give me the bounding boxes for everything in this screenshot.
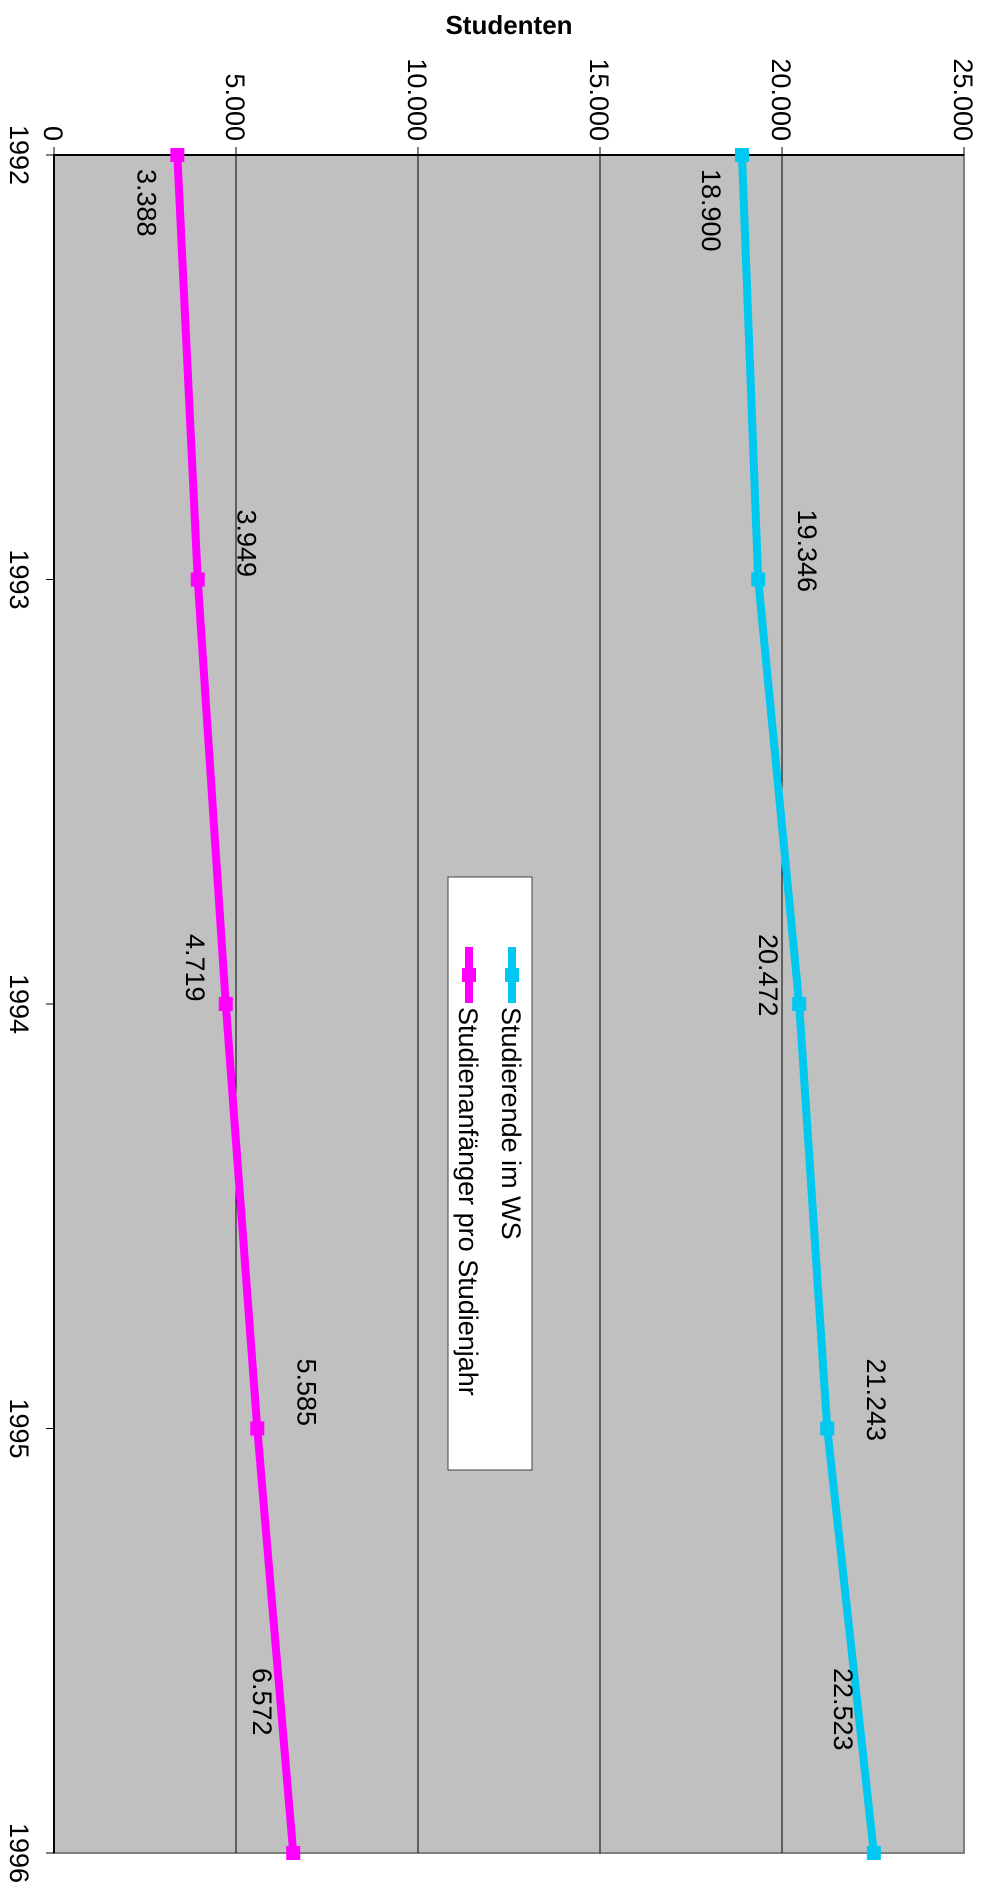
value-tick-label: 0: [38, 126, 68, 141]
value-tick-label: 15.000: [584, 58, 614, 141]
data-label: 22.523: [828, 1668, 858, 1751]
data-point-marker: [792, 997, 807, 1011]
data-point-marker: [190, 572, 205, 587]
value-tick-label: 5.000: [220, 73, 250, 141]
data-labels: 18.900 19.346 20.472 21.243 22.523 3.388 3.949…: [131, 169, 891, 1751]
data-point-marker: [734, 148, 749, 162]
legend-swatch-marker: [505, 968, 519, 982]
gridlines: [235, 155, 783, 1853]
category-tick-label: 1995: [4, 1398, 34, 1458]
value-tick-label: 20.000: [766, 58, 796, 141]
legend-label: Studienanfänger pro Studienjahr: [453, 1007, 483, 1396]
series-group: [170, 148, 881, 1860]
data-label: 3.949: [232, 510, 262, 578]
data-label: 3.388: [131, 169, 161, 237]
value-tick-label: 25.000: [948, 58, 978, 141]
axes: 0 5.000 10.000 15.000 20.000 25.000 1992 1993 19…: [4, 58, 978, 1883]
data-label: 18.900: [696, 169, 726, 252]
data-label: 20.472: [753, 934, 783, 1017]
data-point-marker: [218, 997, 233, 1011]
data-label: 19.346: [792, 510, 822, 593]
data-point-marker: [820, 1421, 835, 1436]
data-point-marker: [250, 1421, 265, 1436]
data-point-marker: [170, 148, 185, 162]
data-point-marker: [751, 572, 766, 587]
category-tick-label: 1993: [4, 549, 34, 609]
category-tick-label: 1996: [4, 1823, 34, 1883]
legend: Studierende im WS Studienanfänger pro Stu…: [447, 876, 533, 1471]
chart-title: Studenten: [445, 10, 572, 40]
data-label: 6.572: [247, 1668, 277, 1736]
legend-label: Studierende im WS: [496, 1007, 526, 1240]
category-tick-label: 1994: [4, 974, 34, 1034]
data-label: 4.719: [180, 934, 210, 1002]
legend-swatch-marker: [462, 968, 476, 982]
data-label: 5.585: [291, 1359, 321, 1427]
category-tick-label: 1992: [4, 125, 34, 185]
data-point-marker: [866, 1846, 881, 1860]
data-label: 21.243: [861, 1359, 891, 1442]
data-point-marker: [286, 1846, 301, 1860]
value-tick-label: 10.000: [402, 58, 432, 141]
